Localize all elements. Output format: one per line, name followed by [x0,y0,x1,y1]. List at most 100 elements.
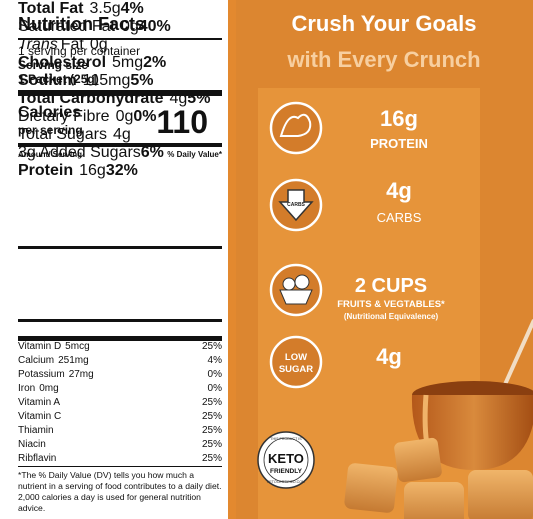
nutrient-amount: 0g [115,108,134,125]
vitamin-dv: 25% [201,341,222,352]
divider [228,0,236,519]
nutrient-row: Protein 16g32% [18,162,222,180]
sugar-icon-text: LOW [285,352,307,363]
promo-panel: Crush Your Goals with Every Crunch 16g P… [236,0,533,519]
servings: 1 serving per container [18,44,141,58]
vitamin-name: Iron [18,383,36,394]
vitamin-dv: 25% [201,411,222,422]
rule [18,336,222,341]
vitamin-row: Potassium 27mg 0% [18,368,222,382]
nutrient-dv: 32% [105,162,138,179]
calories-sub: per serving [18,123,83,137]
nutrient-row: 3g Added Sugars6% [18,144,222,162]
vitamin-name: Ribflavin [18,453,57,464]
headline: with Every Crunch [286,47,480,72]
nutrient-dv: 40% [138,18,171,35]
nutrition-panel: Nutrition Facts 1 serving per container … [18,0,222,519]
vitamin-dv: 25% [201,397,222,408]
nutrient-row: Total Fat 3.5g4% [18,0,222,18]
vitamin-row: Vitamin C 25% [18,410,222,424]
rule [18,246,222,249]
rule [18,319,222,322]
vitamin-amount: 5mcg [65,341,90,352]
nutrient-dv: 5% [130,72,154,89]
protein-value: 16g [380,106,418,131]
nutrient-name: Cholesterol [18,54,107,71]
sugar-icon-text: SUGAR [279,364,313,375]
nutrient-amount: 16g [79,162,106,179]
serving-size: 1 Packet (25g) [18,72,99,86]
carbs-icon-text: CARBS [287,202,305,208]
nutrient-row: Dietary Fibre 0g0% [18,108,222,126]
keto-bottom: KETOCERTIFIED.COM [267,480,305,484]
nutrient-name: Total Sugars [18,126,107,143]
amount-header: Amount/ Serving [18,150,83,159]
vitamin-row: Vitamin A 25% [18,396,222,410]
vitamin-name: Calcium [18,355,55,366]
vitamin-dv: 25% [201,425,222,436]
nutrient-row: Cholesterol 5mg2% [18,54,222,72]
nutrient-dv: 2% [143,54,167,71]
vitamin-row: Thiamin 25% [18,424,222,438]
protein-label: PROTEIN [370,136,428,151]
headline: Crush Your Goals [291,11,476,36]
nutrient-dv: 4% [120,0,144,17]
nutrient-name: Dietary Fibre [18,108,110,125]
vitamin-amount: 0mg [39,383,59,394]
keto-text: KETO [268,451,304,466]
carbs-icon [269,178,323,232]
protein-icon [269,101,323,155]
nutrient-name: Saturated Fat [18,18,115,35]
fruit-value: 2 CUPS [355,275,427,297]
serving-size-label: Serving size [18,58,89,72]
vitamin-row: Iron 0mg 0% [18,382,222,396]
keto-top: THIS PRODUCT IS [270,437,302,441]
nutrient-name: Total Fat [18,0,84,17]
rule [18,143,222,147]
footnote: *The % Daily Value (DV) tells you how mu… [18,470,222,513]
dv-header: % Daily Value* [167,150,222,159]
nutrient-row: Trans Fat 0g [18,36,222,54]
nutrient-name: Protein [18,162,74,179]
nutrient-amount: 3.5g [89,0,121,17]
caramel-image [344,319,533,519]
vitamin-row: Niacin 25% [18,438,222,452]
carbs-value: 4g [386,178,412,203]
keto-badge [257,431,315,489]
calories-value: 110 [156,104,208,140]
vitamin-amount: 251mg [58,355,89,366]
rule [18,90,222,96]
vitamin-name: Niacin [18,439,46,450]
nutrient-row: Sodium 115mg5% [18,72,222,90]
nutrient-amount: 115mg [82,72,131,89]
vitamin-name: Vitamin D [18,341,62,352]
nutrient-amount: 0g [89,36,108,53]
nutrition-title: Nutrition Facts [18,14,146,34]
nutrient-name: Trans [18,36,58,53]
vitamin-name: Thiamin [18,425,54,436]
fruit-label: FRUITS & VEGTABLES* [337,299,445,310]
vitamin-dv: 4% [207,355,222,366]
nutrient-name: Fat [60,36,84,53]
vitamin-row: Vitamin D 5mcg 25% [18,340,222,354]
vitamin-name: Vitamin A [18,397,61,408]
fruit-icon [269,263,323,317]
vitamin-dv: 0% [207,369,222,380]
vitamin-row: Calcium 251mg 4% [18,354,222,368]
vitamin-dv: 25% [201,439,222,450]
nutrient-dv: 0% [133,108,157,125]
vitamin-row: Ribflavin 25% [18,452,222,466]
nutrient-dv: 6% [140,144,164,161]
vitamin-name: Vitamin C [18,411,62,422]
calories-label: Calories [18,104,82,121]
sugar-value: 4g [376,344,402,369]
nutrient-amount: 0g [120,18,139,35]
vitamin-amount: 27mg [68,369,94,380]
nutrient-row: Saturated Fat 0g40% [18,18,222,36]
rule [18,466,222,467]
nutrient-amount: 4g [112,126,131,143]
nutrient-name: 3g Added Sugars [18,144,141,161]
carbs-label: CARBS [377,210,422,225]
vitamin-dv: 25% [201,453,222,464]
